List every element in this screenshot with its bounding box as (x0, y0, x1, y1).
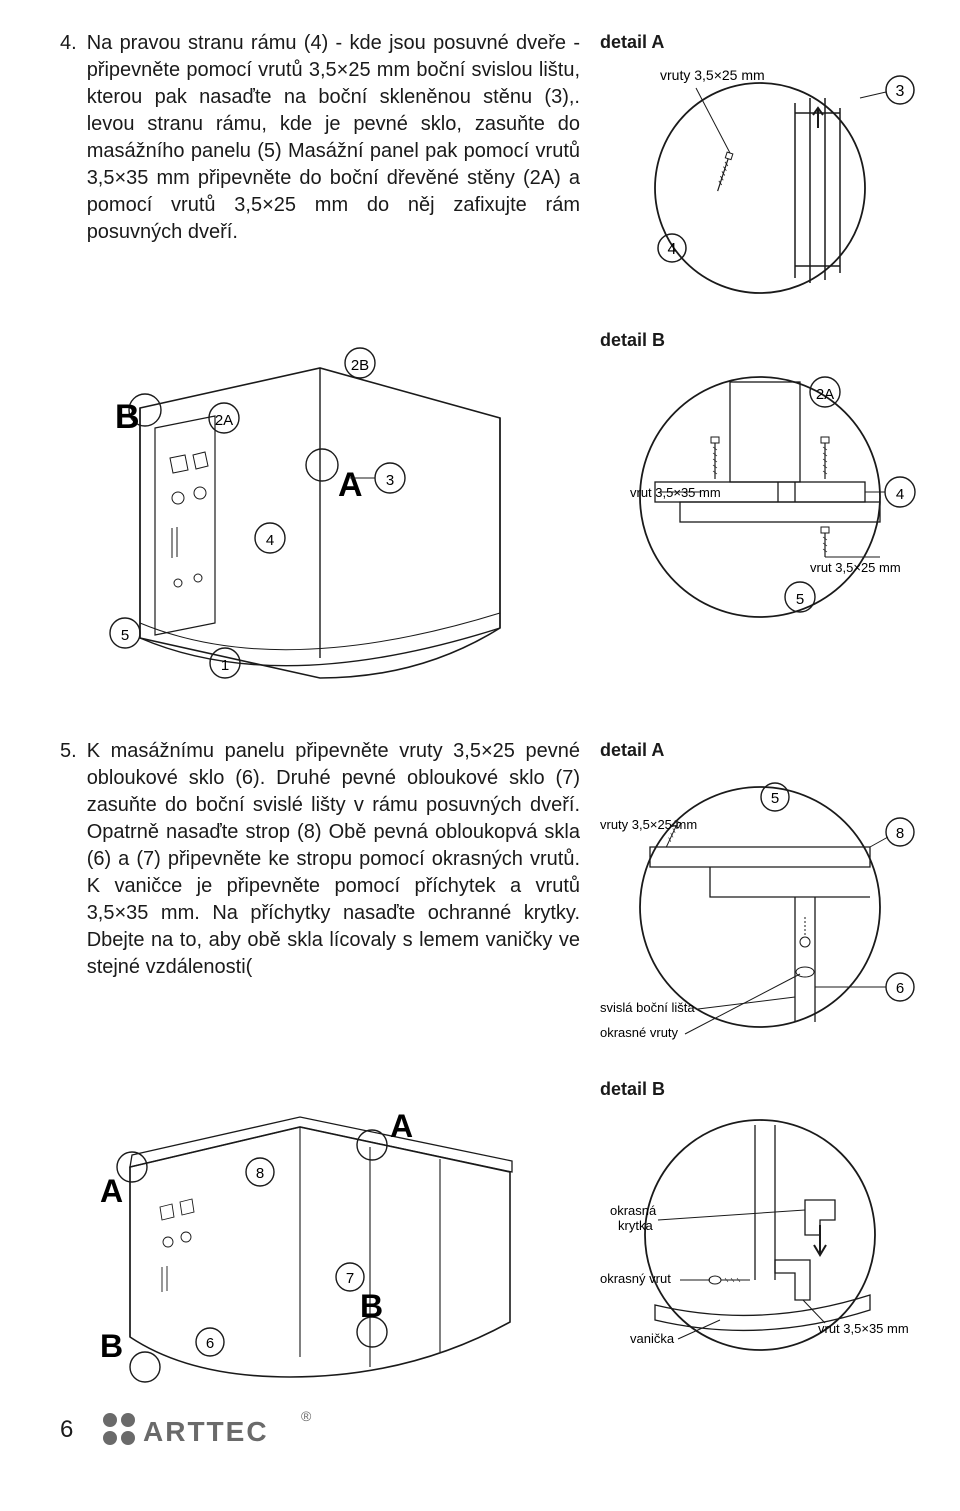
illus1-row: B A 2A 2B 3 4 5 1 detail B (60, 328, 920, 708)
logo-svg: ARTTEC ® (101, 1407, 321, 1455)
svg-text:vrut 3,5×25 mm: vrut 3,5×25 mm (810, 560, 901, 575)
step5-text-col: 5. K masážnímu panelu připevněte vruty 3… (60, 738, 580, 1046)
svg-text:1: 1 (221, 657, 229, 674)
detailA2-label1: svislá boční lišta (600, 1000, 695, 1015)
illus1-B: B (115, 398, 140, 436)
svg-text:6: 6 (206, 1335, 214, 1352)
footer-logo-row: 6 ARTTEC ® (60, 1407, 920, 1455)
step4-number: 4. (60, 30, 77, 246)
svg-text:5: 5 (796, 591, 804, 608)
detailB2-svg: okrasná krytka okrasný vrut vanička vrut… (600, 1105, 920, 1365)
illus2-left: A A B B 8 7 6 (60, 1077, 580, 1387)
svg-text:ARTTEC: ARTTEC (143, 1416, 269, 1447)
svg-text:A: A (100, 1173, 123, 1209)
step4-instruction: 4. Na pravou stranu rámu (4) - kde jsou … (60, 30, 580, 246)
svg-text:4: 4 (266, 532, 274, 549)
svg-text:2A: 2A (816, 386, 834, 403)
step4-section: 4. Na pravou stranu rámu (4) - kde jsou … (60, 30, 920, 298)
illus1-left: B A 2A 2B 3 4 5 1 (60, 328, 580, 708)
svg-text:2A: 2A (215, 412, 233, 429)
detailA1-title: detail A (600, 30, 920, 54)
svg-text:A: A (390, 1108, 413, 1144)
svg-text:vruty 3,5×25 mm: vruty 3,5×25 mm (600, 817, 697, 832)
svg-text:vrut 3,5×35 mm: vrut 3,5×35 mm (630, 485, 721, 500)
detailA2-svg: 5 8 6 vruty 3,5×25 mm svislá boční lišta… (600, 767, 920, 1047)
detailA1-screw-label: vruty 3,5×25 mm (660, 67, 765, 83)
step4-detailA: detail A vruty 3,5×25 mm 3 4 (600, 30, 920, 298)
step5-body: K masážnímu panelu připevněte vruty 3,5×… (87, 738, 580, 981)
detailB2-title: detail B (600, 1077, 920, 1101)
svg-text:okrasná: okrasná (610, 1203, 657, 1218)
svg-text:vanička: vanička (630, 1331, 675, 1346)
detailA2-title: detail A (600, 738, 920, 762)
illus2-right: detail B okrasná krytka okrasný vrut (600, 1077, 920, 1387)
svg-text:7: 7 (346, 1270, 354, 1287)
step5-number: 5. (60, 738, 77, 981)
detailA1-c3: 3 (896, 83, 905, 100)
illus1-right: detail B (600, 328, 920, 708)
svg-text:3: 3 (386, 472, 394, 489)
step5-instruction: 5. K masážnímu panelu připevněte vruty 3… (60, 738, 580, 981)
svg-text:5: 5 (771, 790, 779, 807)
svg-text:krytka: krytka (618, 1218, 653, 1233)
svg-text:B: B (360, 1288, 383, 1324)
illus1-svg: B A 2A 2B 3 4 5 1 (60, 328, 580, 708)
illus2-row: A A B B 8 7 6 detail B (60, 1077, 920, 1387)
svg-text:8: 8 (896, 825, 904, 842)
detailB1-title: detail B (600, 328, 920, 352)
detailA2-label2: okrasné vruty (600, 1025, 679, 1040)
illus2-svg: A A B B 8 7 6 (60, 1077, 580, 1387)
svg-text:8: 8 (256, 1165, 264, 1182)
detailA1-c4: 4 (668, 241, 677, 258)
svg-text:®: ® (301, 1408, 312, 1424)
step4-body: Na pravou stranu rámu (4) - kde jsou pos… (87, 30, 580, 246)
svg-text:vrut 3,5×35 mm: vrut 3,5×35 mm (818, 1321, 909, 1336)
svg-text:6: 6 (896, 980, 904, 997)
page-number: 6 (60, 1414, 73, 1446)
detailB1-svg: 2A 4 5 vrut 3,5×35 mm vrut 3,5×25 mm (600, 357, 920, 637)
svg-text:2B: 2B (351, 357, 369, 374)
step4-text-col: 4. Na pravou stranu rámu (4) - kde jsou … (60, 30, 580, 298)
svg-text:5: 5 (121, 627, 129, 644)
step5-section: 5. K masážnímu panelu připevněte vruty 3… (60, 738, 920, 1046)
svg-text:B: B (100, 1328, 123, 1364)
svg-text:4: 4 (896, 486, 904, 503)
illus1-A: A (338, 466, 363, 504)
svg-text:okrasný vrut: okrasný vrut (600, 1271, 671, 1286)
detailA1-svg: vruty 3,5×25 mm 3 4 (600, 58, 920, 298)
step5-detailA: detail A 5 8 6 (600, 738, 920, 1046)
